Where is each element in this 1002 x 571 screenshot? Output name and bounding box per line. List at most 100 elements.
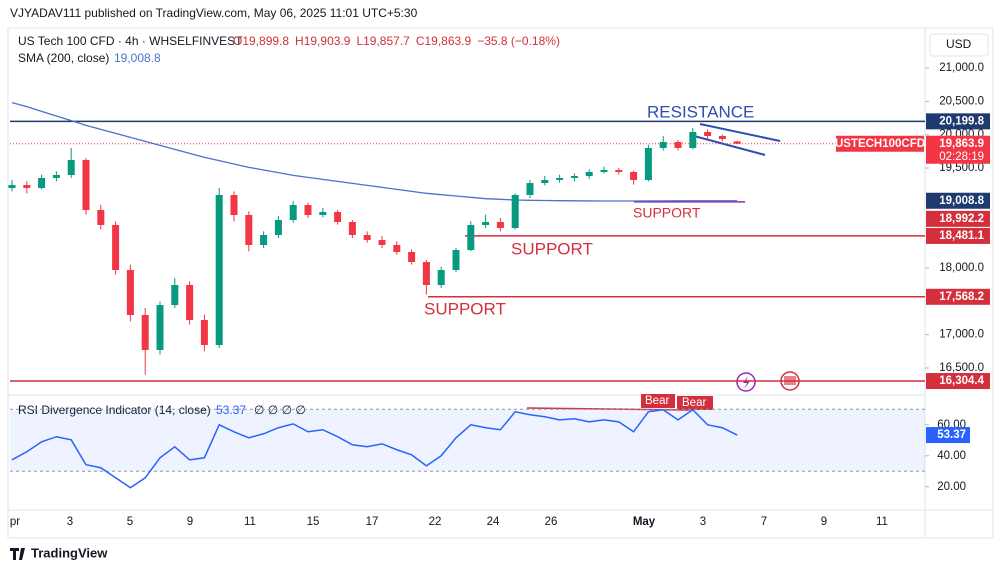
candle-body bbox=[556, 178, 564, 180]
candle-body bbox=[23, 185, 31, 188]
candle-body bbox=[511, 195, 519, 228]
x-tick-label: 22 bbox=[429, 516, 442, 528]
level-tag bbox=[926, 192, 990, 209]
candle-body bbox=[334, 212, 342, 222]
annotation: SUPPORT bbox=[424, 299, 506, 318]
candle-body bbox=[689, 132, 697, 148]
x-tick-label: 26 bbox=[545, 516, 558, 528]
sma-title: SMA (200, close) bbox=[18, 51, 109, 65]
candle-body bbox=[38, 178, 46, 188]
candle-body bbox=[718, 136, 726, 139]
x-tick-label: 5 bbox=[127, 516, 133, 528]
candle-body bbox=[200, 320, 208, 345]
candle-body bbox=[171, 285, 179, 305]
x-tick-label: 9 bbox=[187, 516, 193, 528]
rsi-value: 53.37 bbox=[216, 403, 246, 417]
candle-body bbox=[704, 132, 712, 136]
level-tag bbox=[926, 373, 990, 390]
bear-label: Bear bbox=[682, 397, 706, 409]
candle-body bbox=[304, 205, 312, 215]
ohlc-value: L19,857.7 bbox=[356, 34, 410, 48]
candle-body bbox=[97, 210, 105, 225]
level-label: 19,008.8 bbox=[939, 195, 984, 207]
candle-body bbox=[260, 235, 268, 245]
bear-label: Bear bbox=[645, 395, 669, 407]
candle-body bbox=[422, 262, 430, 285]
sma-line bbox=[11, 102, 738, 202]
candle-body bbox=[570, 176, 578, 178]
candle-body bbox=[274, 220, 282, 235]
candle-body bbox=[437, 270, 445, 285]
candle-body bbox=[230, 195, 238, 215]
rsi-last-tag bbox=[926, 427, 970, 444]
y-tick-label: 21,000.0 bbox=[939, 62, 984, 74]
candle-body bbox=[408, 252, 416, 262]
y-tick-label: 16,500.0 bbox=[939, 362, 984, 374]
candle-body bbox=[467, 225, 475, 250]
rsi-last-label: 53.37 bbox=[937, 429, 966, 441]
candle-body bbox=[630, 172, 638, 180]
candle-body bbox=[526, 183, 534, 195]
x-tick-label: 3 bbox=[67, 516, 73, 528]
x-tick-label: 15 bbox=[307, 516, 320, 528]
publisher: VJYADAV111 published on TradingView.com,… bbox=[10, 6, 418, 20]
level-label: 18,992.2 bbox=[939, 213, 984, 225]
candle-body bbox=[156, 305, 164, 350]
symbol-tag-label: USTECH100CFD bbox=[835, 138, 925, 150]
candle-body bbox=[585, 172, 593, 176]
candle-body bbox=[615, 170, 623, 172]
trendline bbox=[693, 135, 766, 156]
x-tick-label: 11 bbox=[244, 516, 256, 528]
level-label: 16,304.4 bbox=[939, 375, 984, 387]
candle-body bbox=[733, 141, 741, 144]
candle-body bbox=[378, 240, 386, 245]
candle-body bbox=[245, 215, 253, 245]
level-label: 17,568.2 bbox=[939, 291, 984, 303]
symbol: US Tech 100 CFD · 4h · WHSELFINVEST bbox=[18, 34, 243, 48]
candle-body bbox=[496, 222, 504, 228]
candle-body bbox=[8, 185, 16, 188]
x-tick-label: 24 bbox=[487, 516, 500, 528]
ohlc-value: C19,863.9 bbox=[416, 34, 472, 48]
y-tick-label: 17,000.0 bbox=[939, 329, 984, 341]
currency[interactable]: USD bbox=[946, 37, 972, 51]
last-price-tag bbox=[926, 135, 990, 164]
candle-body bbox=[482, 222, 490, 225]
ohlc-value: H19,903.9 bbox=[295, 34, 351, 48]
frame bbox=[7, 27, 994, 539]
level-tag bbox=[926, 113, 990, 130]
bear-tag bbox=[641, 394, 675, 408]
annotation: SUPPORT bbox=[511, 239, 593, 258]
candle-body bbox=[363, 235, 371, 240]
level-tag bbox=[926, 210, 990, 227]
candle-body bbox=[348, 222, 356, 235]
candle-body bbox=[289, 205, 297, 220]
y-tick-label: 19,500.0 bbox=[939, 162, 984, 174]
annotation: RESISTANCE bbox=[647, 102, 754, 121]
candle-body bbox=[541, 180, 549, 183]
candle-body bbox=[126, 270, 134, 315]
rsi-band bbox=[10, 409, 925, 472]
bear-tag bbox=[677, 396, 713, 410]
x-tick-label: May bbox=[633, 516, 656, 528]
rsi-tick-label: 20.00 bbox=[937, 481, 966, 493]
candle-body bbox=[141, 315, 149, 350]
rsi-title: RSI Divergence Indicator (14, close) bbox=[18, 403, 211, 417]
candle-body bbox=[393, 245, 401, 252]
last-price-label: 19,863.9 bbox=[939, 138, 984, 150]
level-label: 18,481.1 bbox=[939, 230, 984, 242]
lightning-icon bbox=[743, 376, 750, 389]
candle-body bbox=[67, 160, 75, 175]
currency-button[interactable] bbox=[929, 33, 989, 57]
candle-body bbox=[674, 142, 682, 148]
candle-body bbox=[52, 175, 60, 178]
candle-body bbox=[452, 250, 460, 270]
candle-body bbox=[600, 170, 608, 172]
candle-body bbox=[82, 160, 90, 210]
candle-body bbox=[644, 148, 652, 180]
candle-body bbox=[319, 212, 327, 215]
x-tick-label: pr bbox=[10, 516, 20, 528]
x-tick-label: 11 bbox=[876, 516, 888, 528]
